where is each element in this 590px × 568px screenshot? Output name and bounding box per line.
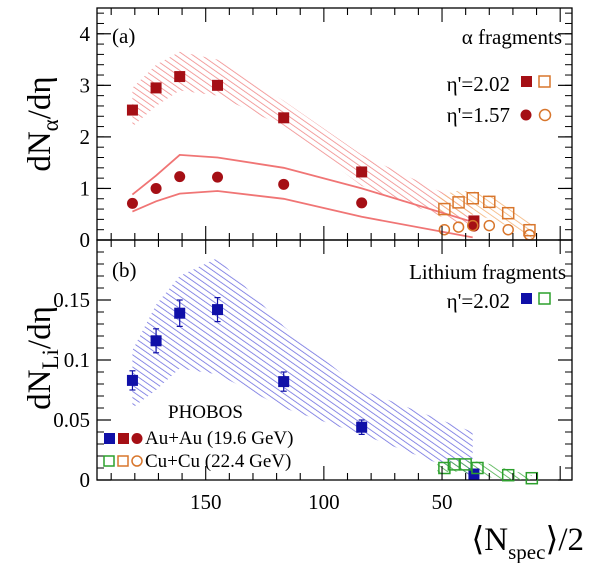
auau-square-point xyxy=(356,421,368,433)
legend-b-square-filled-marker xyxy=(521,293,532,304)
panel-b-label: (b) xyxy=(112,258,137,282)
auau-circle-point xyxy=(356,197,368,209)
legend-auau-red-square-marker xyxy=(118,433,129,444)
model-lower-line xyxy=(132,190,473,239)
uncertainty-band xyxy=(132,51,473,229)
auau-circle-point xyxy=(150,182,162,194)
legend-cucu-orange-square-marker xyxy=(117,455,129,467)
cucu-square-point xyxy=(523,223,536,237)
auau-square-point xyxy=(212,304,224,316)
legend-cucu-orange-circle-marker xyxy=(131,455,143,467)
y-tick-label: 3 xyxy=(80,73,91,97)
y-tick-label: 0.05 xyxy=(53,408,90,432)
panel-b-x-ticks: 150 100 50 xyxy=(110,240,561,514)
cucu-square-point xyxy=(501,468,515,482)
legend-a-eta-202-label: η'=2.02 xyxy=(447,72,510,96)
cucu-square-point xyxy=(438,202,451,216)
x-tick-label: 100 xyxy=(308,490,340,514)
panel-b: 0 0.05 0.1 0.15 150 100 50 (b) Lithium fragme… xyxy=(22,239,584,564)
panel-a-label: (a) xyxy=(112,24,135,48)
legend-a-square-open-marker xyxy=(538,75,551,88)
auau-square-point xyxy=(150,82,162,94)
cucu-square-point xyxy=(471,461,484,475)
auau-circle-point xyxy=(278,178,290,190)
auau-square-point xyxy=(174,307,186,319)
legend-a-circle-open-marker xyxy=(538,108,552,122)
x-axis-label: ⟨Nspec⟩/2 xyxy=(471,522,584,563)
panel-a-y-ticks: 0 1 2 3 4 xyxy=(80,12,572,252)
panel-a: 0 1 2 3 4 (a) α fragments η'=2.02 η'=1.57 dN… xyxy=(22,7,573,252)
auau-square-point xyxy=(278,376,290,388)
panel-a-points xyxy=(126,71,536,241)
y-tick-label: 0 xyxy=(80,228,91,252)
cucu-circle-point xyxy=(483,219,496,232)
legend-cucu-green-square-marker xyxy=(103,455,115,467)
panel-b-annotation: Lithium fragments xyxy=(409,260,566,284)
legend-auau-blue-square-marker xyxy=(104,433,115,444)
legend-auau-red-circle-marker xyxy=(131,433,143,444)
legend-cucu-label: Cu+Cu (22.4 GeV) xyxy=(145,451,291,472)
auau-square-point xyxy=(212,79,224,91)
cucu-square-point xyxy=(466,191,479,205)
cucu-circle-point xyxy=(438,223,451,236)
auau-square-point xyxy=(356,166,368,178)
x-tick-label: 50 xyxy=(432,490,453,514)
legend-auau-label: Au+Au (19.6 GeV) xyxy=(145,428,293,449)
y-tick-label: 0 xyxy=(80,468,91,492)
legend-a-eta-157-label: η'=1.57 xyxy=(447,103,510,127)
cucu-circle-point xyxy=(466,219,479,232)
legend-a-square-filled-marker xyxy=(521,76,532,87)
cucu-square-point xyxy=(525,471,539,485)
auau-circle-point xyxy=(212,171,224,183)
auau-square-point xyxy=(150,335,162,347)
cucu-square-point xyxy=(483,195,496,209)
legend-b-square-open-marker xyxy=(538,292,551,305)
panel-b-y-ticks: 0 0.05 0.1 0.15 xyxy=(53,251,572,492)
panel-a-x-ticks xyxy=(110,8,561,240)
cucu-square-point xyxy=(501,206,515,220)
phobos-legend-title: PHOBOS xyxy=(168,402,243,423)
y-tick-label: 0.15 xyxy=(53,288,90,312)
auau-square-point xyxy=(126,374,138,386)
cucu-square-point xyxy=(447,458,461,471)
cucu-circle-point xyxy=(502,223,514,236)
cucu-circle-point xyxy=(452,221,465,233)
y-tick-label: 2 xyxy=(80,125,91,149)
panel-a-bands xyxy=(131,51,532,240)
phobos-legend: PHOBOS Au+Au (19.6 GeV) Cu+Cu (22.4 GeV) xyxy=(103,402,293,472)
auau-square-point xyxy=(126,104,138,116)
auau-square-point xyxy=(278,112,290,124)
panel-a-annotation: α fragments xyxy=(462,25,562,49)
x-tick-label: 150 xyxy=(190,490,222,514)
cucu-square-point xyxy=(452,196,465,209)
cucu-square-point xyxy=(459,458,472,471)
panel-b-points xyxy=(126,297,539,485)
cucu-square-point xyxy=(438,461,451,475)
auau-circle-point xyxy=(126,197,138,209)
legend-a-circle-filled-marker xyxy=(520,109,532,121)
model-upper-line xyxy=(131,153,473,223)
legend-b-eta-202-label: η'=2.02 xyxy=(447,289,510,313)
panel-b-ylabel: dNLi/dη xyxy=(22,306,63,410)
y-tick-label: 0.1 xyxy=(64,348,90,372)
auau-circle-point xyxy=(174,171,186,183)
y-tick-label: 4 xyxy=(80,22,91,46)
uncertainty-band xyxy=(437,191,532,240)
panel-a-ylabel: dNα/dη xyxy=(22,76,63,171)
y-tick-label: 1 xyxy=(80,176,91,200)
auau-square-point xyxy=(174,71,186,83)
uncertainty-band xyxy=(437,460,532,480)
